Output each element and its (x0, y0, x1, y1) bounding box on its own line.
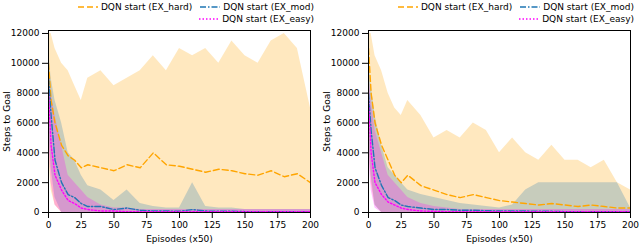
svg-text:150: 150 (556, 220, 573, 230)
svg-text:6000: 6000 (17, 118, 40, 128)
svg-text:4000: 4000 (17, 148, 40, 158)
svg-text:8000: 8000 (17, 88, 40, 98)
svg-text:75: 75 (141, 220, 152, 230)
svg-text:200: 200 (622, 220, 639, 230)
html-text:DQN start (EX_mod): DQN start (EX_mod) (223, 2, 314, 13)
svg-text:150: 150 (236, 220, 253, 230)
svg-text:175: 175 (269, 220, 286, 230)
svg-text:25: 25 (396, 220, 407, 230)
svg-text:12000: 12000 (11, 28, 40, 38)
svg-text:75: 75 (461, 220, 472, 230)
svg-text:125: 125 (204, 220, 221, 230)
svg-text:175: 175 (589, 220, 606, 230)
svg-text:100: 100 (171, 220, 188, 230)
svg-text:50: 50 (428, 220, 440, 230)
html-text:DQN start (EX_easy): DQN start (EX_easy) (542, 13, 634, 24)
html-text:DQN start (EX_hard): DQN start (EX_hard) (420, 2, 513, 13)
svg-text:125: 125 (524, 220, 541, 230)
svg-text:200: 200 (302, 220, 319, 230)
svg-text:Episodes (x50): Episodes (x50) (146, 234, 213, 244)
svg-text:0: 0 (34, 207, 40, 217)
svg-text:0: 0 (46, 220, 52, 230)
svg-text:50: 50 (108, 220, 120, 230)
svg-text:2000: 2000 (17, 178, 40, 188)
svg-text:2000: 2000 (337, 178, 360, 188)
html-text:DQN start (EX_mod): DQN start (EX_mod) (543, 2, 634, 13)
svg-text:8000: 8000 (337, 88, 360, 98)
svg-text:Steps to Goal: Steps to Goal (2, 91, 12, 151)
svg-text:100: 100 (491, 220, 508, 230)
svg-text:Episodes (x50): Episodes (x50) (466, 234, 533, 244)
html-text:DQN start (EX_easy): DQN start (EX_easy) (222, 13, 314, 24)
svg-text:12000: 12000 (331, 28, 360, 38)
svg-text:0: 0 (354, 207, 360, 217)
svg-text:10000: 10000 (11, 58, 40, 68)
svg-text:10000: 10000 (331, 58, 360, 68)
svg-text:25: 25 (76, 220, 87, 230)
html-text:DQN start (EX_hard): DQN start (EX_hard) (100, 2, 193, 13)
svg-text:Steps to Goal: Steps to Goal (322, 91, 332, 151)
svg-text:6000: 6000 (337, 118, 360, 128)
svg-text:4000: 4000 (337, 148, 360, 158)
svg-text:0: 0 (366, 220, 372, 230)
